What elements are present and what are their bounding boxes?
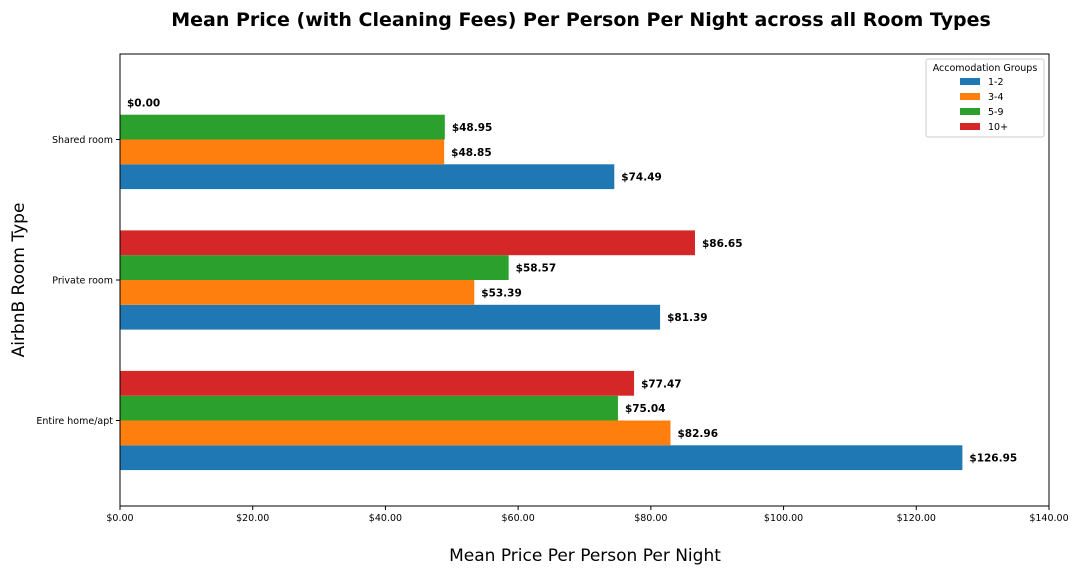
x-tick-label: $20.00	[236, 513, 269, 524]
bar-5-9-entire-home-apt	[120, 395, 618, 421]
data-label: $86.65	[702, 238, 743, 250]
bar-1-2-entire-home-apt	[120, 445, 963, 471]
plot-frame	[119, 53, 1050, 507]
x-axis-label: Mean Price Per Person Per Night	[449, 546, 721, 566]
data-label: $48.95	[452, 122, 493, 134]
legend: Accomodation Groups 1-2 3-4 5-9 10+	[925, 58, 1045, 138]
x-tick-label: $100.00	[764, 513, 803, 524]
data-label: $81.39	[667, 312, 708, 324]
bar-3-4-entire-home-apt	[120, 420, 671, 446]
data-label: $74.49	[621, 172, 662, 184]
y-tick-label: Private room	[52, 276, 113, 287]
data-label: $126.95	[969, 453, 1017, 465]
bar-10+-entire-home-apt	[120, 370, 635, 396]
data-label: $75.04	[625, 403, 666, 415]
legend-box	[925, 58, 1045, 138]
y-axis-label: AirbnB Room Type	[9, 203, 29, 358]
x-tick-label: $120.00	[897, 513, 936, 524]
data-label: $0.00	[127, 97, 160, 109]
legend-swatch-1-2	[960, 78, 980, 85]
legend-swatch-5-9	[960, 108, 980, 115]
legend-swatch-3-4	[960, 93, 980, 100]
x-tick-label: $140.00	[1029, 513, 1068, 524]
bar-3-4-private-room	[120, 280, 475, 305]
legend-title: Accomodation Groups	[933, 63, 1038, 74]
data-label: $53.39	[481, 287, 522, 299]
plot-area: $126.95 $82.96 $75.04 $77.47 Entire home/apt…	[36, 53, 1069, 524]
legend-label: 10+	[988, 122, 1008, 133]
x-tick-label: $80.00	[634, 513, 667, 524]
bar-3-4-shared-room	[120, 139, 445, 165]
bar-5-9-private-room	[120, 255, 509, 280]
data-label: $58.57	[516, 263, 557, 275]
data-label: $48.85	[451, 147, 492, 159]
legend-label: 3-4	[988, 92, 1004, 103]
legend-label: 1-2	[988, 77, 1004, 88]
legend-label: 5-9	[988, 107, 1004, 118]
bar-10+-private-room	[120, 230, 695, 256]
data-label: $77.47	[641, 378, 682, 390]
chart-title: Mean Price (with Cleaning Fees) Per Pers…	[171, 9, 991, 31]
bar-1-2-private-room	[120, 304, 661, 330]
legend-swatch-10+	[960, 123, 980, 130]
data-label: $82.96	[677, 428, 718, 440]
x-tick-label: $0.00	[106, 513, 133, 524]
y-tick-label: Shared room	[52, 135, 113, 146]
bar-5-9-shared-room	[120, 114, 445, 140]
x-tick-label: $60.00	[502, 513, 535, 524]
bar-1-2-shared-room	[120, 164, 615, 190]
y-tick-label: Entire home/apt	[36, 416, 113, 427]
x-tick-label: $40.00	[369, 513, 402, 524]
